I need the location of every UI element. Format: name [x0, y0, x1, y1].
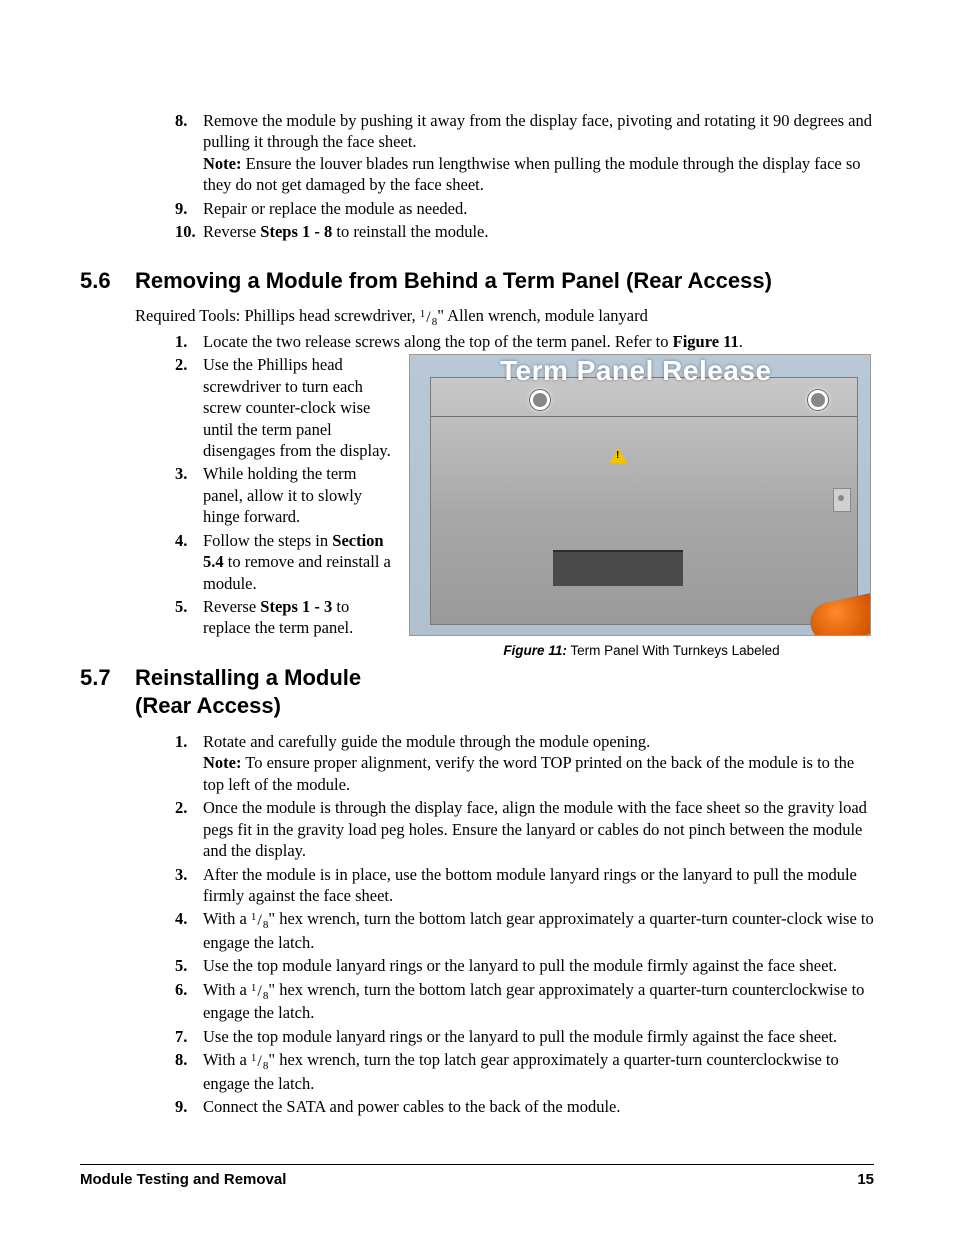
item-text: With a 1/8 hex wrench, turn the bottom l…: [203, 908, 874, 953]
item-text: Rotate and carefully guide the module th…: [203, 731, 874, 795]
list-item: 6.With a 1/8 hex wrench, turn the bottom…: [175, 979, 874, 1024]
list-item: 4.With a 1/8 hex wrench, turn the bottom…: [175, 908, 874, 953]
item-text: With a 1/8 hex wrench, turn the bottom l…: [203, 979, 874, 1024]
item-number: 9.: [175, 198, 203, 219]
inch-mark: [437, 306, 444, 325]
clamp-icon: [833, 488, 851, 512]
figure-wrapper: Term Panel Release Figure 11: Term Panel…: [409, 354, 874, 660]
sec56-left-list: 2.Use the Phillips head screwdriver to t…: [175, 354, 395, 641]
item-number: 1.: [175, 331, 203, 352]
figure-caption-label: Figure 11:: [503, 643, 567, 658]
item-number: 10.: [175, 221, 203, 242]
list-item: 2.Once the module is through the display…: [175, 797, 874, 861]
page: 8.Remove the module by pushing it away f…: [0, 0, 954, 1235]
footer-left: Module Testing and Removal: [80, 1170, 286, 1190]
tools-pre: Required Tools: Phillips head screwdrive…: [135, 306, 420, 325]
sec57-list: 1.Rotate and carefully guide the module …: [175, 731, 874, 1118]
item-text: Locate the two release screws along the …: [203, 331, 874, 352]
item-number: 4.: [175, 530, 203, 594]
sec56-item1-row: 1. Locate the two release screws along t…: [175, 331, 874, 352]
item-text: After the module is in place, use the bo…: [203, 864, 874, 907]
item-number: 8.: [175, 110, 203, 196]
sec56-two-column: 2.Use the Phillips head screwdriver to t…: [175, 354, 874, 660]
item-number: 7.: [175, 1026, 203, 1047]
item-number: 8.: [175, 1049, 203, 1094]
list-item: 9.Repair or replace the module as needed…: [175, 198, 874, 219]
item-text: Connect the SATA and power cables to the…: [203, 1096, 874, 1117]
list-item: 3.After the module is in place, use the …: [175, 864, 874, 907]
page-footer: Module Testing and Removal 15: [80, 1170, 874, 1190]
footer-page-number: 15: [857, 1170, 874, 1190]
list-item: 8.Remove the module by pushing it away f…: [175, 110, 874, 196]
item-text: Use the top module lanyard rings or the …: [203, 1026, 874, 1047]
item-number: 3.: [175, 463, 203, 527]
list-item: 8.With a 1/8 hex wrench, turn the top la…: [175, 1049, 874, 1094]
list-item: 3.While holding the term panel, allow it…: [175, 463, 395, 527]
item-number: 5.: [175, 596, 203, 639]
continued-list: 8.Remove the module by pushing it away f…: [175, 110, 874, 243]
item-text: With a 1/8 hex wrench, turn the top latc…: [203, 1049, 874, 1094]
item-number: 5.: [175, 955, 203, 976]
list-item: 2.Use the Phillips head screwdriver to t…: [175, 354, 395, 461]
list-item: 1. Locate the two release screws along t…: [175, 331, 874, 352]
item-text: While holding the term panel, allow it t…: [203, 463, 395, 527]
section-5.6-title: 5.6 Removing a Module from Behind a Term…: [80, 267, 874, 296]
figure-overlay-text: Term Panel Release: [500, 354, 772, 389]
item-text: Use the top module lanyard rings or the …: [203, 955, 874, 976]
item-text: Once the module is through the display f…: [203, 797, 874, 861]
item-number: 3.: [175, 864, 203, 907]
term-panel-graphic: [430, 377, 858, 625]
warning-triangle-icon: [609, 448, 627, 463]
list-item: 5.Use the top module lanyard rings or th…: [175, 955, 874, 976]
fraction-1-8: 1/8: [420, 308, 437, 329]
item-text: Remove the module by pushing it away fro…: [203, 110, 874, 196]
item-text: Repair or replace the module as needed.: [203, 198, 874, 219]
item-text: Follow the steps in Section 5.4 to remov…: [203, 530, 395, 594]
figure-11-image: Term Panel Release: [409, 354, 871, 636]
section-text: Removing a Module from Behind a Term Pan…: [135, 267, 874, 296]
item-text: Use the Phillips head screwdriver to tur…: [203, 354, 395, 461]
list-item: 5.Reverse Steps 1 - 3 to replace the ter…: [175, 596, 395, 639]
item-number: 9.: [175, 1096, 203, 1117]
required-tools-line: Required Tools: Phillips head screwdrive…: [135, 305, 874, 329]
figure-caption: Figure 11: Term Panel With Turnkeys Labe…: [409, 642, 874, 660]
section-5.7-title: 5.7 Reinstalling a Module (Rear Access): [80, 664, 874, 721]
list-item: 4.Follow the steps in Section 5.4 to rem…: [175, 530, 395, 594]
list-item: 1.Rotate and carefully guide the module …: [175, 731, 874, 795]
list-item: 7.Use the top module lanyard rings or th…: [175, 1026, 874, 1047]
section-text: Reinstalling a Module (Rear Access): [135, 664, 375, 721]
item-number: 2.: [175, 797, 203, 861]
tools-post: Allen wrench, module lanyard: [444, 306, 648, 325]
section-number: 5.7: [80, 664, 135, 721]
item-number: 4.: [175, 908, 203, 953]
item-number: 2.: [175, 354, 203, 461]
figure-caption-text: Term Panel With Turnkeys Labeled: [567, 643, 780, 658]
item-text: Reverse Steps 1 - 8 to reinstall the mod…: [203, 221, 874, 242]
connector-block: [553, 550, 683, 586]
list-item: 10.Reverse Steps 1 - 8 to reinstall the …: [175, 221, 874, 242]
item-text: Reverse Steps 1 - 3 to replace the term …: [203, 596, 395, 639]
list-item: 9.Connect the SATA and power cables to t…: [175, 1096, 874, 1117]
section-number: 5.6: [80, 267, 135, 296]
footer-rule: [80, 1164, 874, 1165]
item-number: 6.: [175, 979, 203, 1024]
item-number: 1.: [175, 731, 203, 795]
